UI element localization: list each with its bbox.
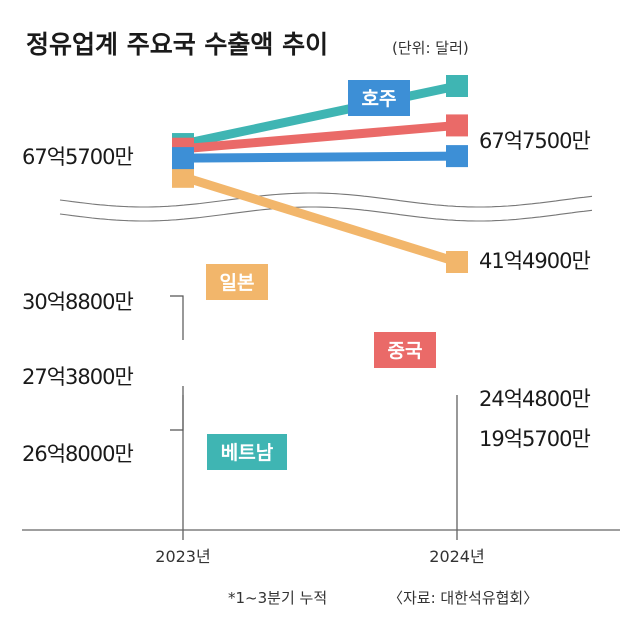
value-label-vietnam-2023: 26억8000만 — [22, 442, 133, 466]
marker-japan-1 — [446, 251, 468, 273]
axis-break-line-bottom — [59, 206, 593, 222]
left-brackets — [170, 295, 184, 431]
source-note: 〈자료: 대한석유협회〉 — [388, 589, 538, 607]
value-label-japan-2023: 30억8800만 — [22, 290, 133, 314]
badge-china — [374, 332, 436, 368]
series-name-japan: 일본 — [220, 272, 255, 294]
chart-title: 정유업계 주요국 수출액 추이 — [26, 30, 328, 59]
badge-japan — [206, 264, 268, 300]
value-labels: 67억5700만 67억7500만 30억8800만 41억4900만 27억3800만… — [22, 129, 591, 466]
marker-australia-1 — [446, 145, 468, 168]
bracket-japan — [170, 295, 184, 340]
x-tick-0: 2023년 — [155, 547, 210, 566]
unit-label: (단위: 달러) — [392, 39, 469, 57]
series-name-china: 중국 — [388, 340, 423, 362]
value-label-china-2024: 24억4800만 — [479, 387, 590, 411]
line-china — [182, 120, 458, 154]
marker-japan-0 — [172, 165, 194, 188]
line-australia — [182, 151, 458, 163]
marker-china-1 — [446, 114, 468, 137]
bracket-vietnam — [170, 386, 184, 431]
axis-break — [59, 192, 593, 222]
line-vietnam — [182, 81, 458, 149]
value-label-japan-2024: 41억4900만 — [479, 249, 590, 273]
series-markers — [172, 75, 468, 273]
line-japan — [181, 172, 459, 267]
x-tick-labels: 2023년 2024년 — [155, 547, 484, 566]
value-label-vietnam-2024: 19억5700만 — [479, 427, 590, 451]
series-name-vietnam: 베트남 — [221, 442, 274, 464]
axis-break-line-top — [59, 192, 593, 208]
badge-australia — [348, 80, 410, 116]
value-label-china-2023: 27억3800만 — [22, 365, 133, 389]
series-lines — [181, 81, 459, 267]
footnote: *1~3분기 누적 — [228, 589, 327, 607]
value-label-australia-2024: 67억7500만 — [479, 129, 590, 153]
series-name-australia: 호주 — [362, 88, 397, 110]
x-tick-1: 2024년 — [429, 547, 484, 566]
marker-vietnam-1 — [446, 75, 468, 97]
value-label-australia-2023: 67억5700만 — [22, 145, 133, 169]
badge-vietnam — [207, 434, 287, 470]
marker-australia-0 — [172, 147, 194, 170]
